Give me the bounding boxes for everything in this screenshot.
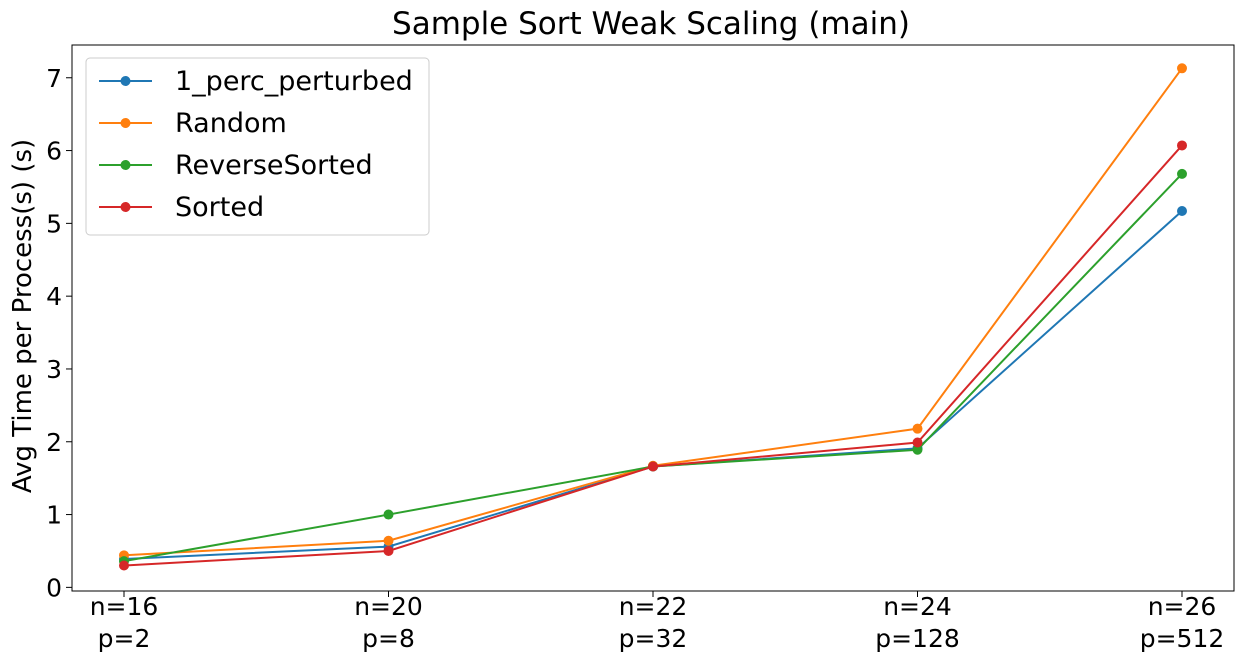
data-point-Random xyxy=(912,423,923,434)
y-tick-label: 5 xyxy=(46,209,62,238)
y-tick-label: 0 xyxy=(46,573,62,602)
data-point-Random xyxy=(1177,63,1187,74)
y-tick-label: 7 xyxy=(46,64,62,93)
data-point-1_perc_perturbed xyxy=(1177,205,1187,216)
plot-frame xyxy=(71,44,1235,592)
x-tick-label: n=24 xyxy=(883,592,952,621)
legend-entry-ReverseSorted: ReverseSorted xyxy=(175,150,373,181)
data-point-ReverseSorted xyxy=(1177,168,1187,179)
x-tick-label: n=20 xyxy=(354,592,423,621)
plot-layer: 0 1 2 3 4 5 6 7 n=16 p=2 n=20 p=8 n=22 p=32 n=24 p=128 n… xyxy=(46,63,1224,653)
x-tick-label: n=16 xyxy=(90,592,159,621)
legend-swatch-marker xyxy=(120,160,131,170)
legend-entry-Sorted: Sorted xyxy=(175,192,264,223)
legend-box xyxy=(85,57,430,236)
y-tick-label: 6 xyxy=(46,137,62,166)
legend-entry-Random: Random xyxy=(175,108,287,139)
legend-swatch-marker xyxy=(120,118,131,128)
legend-swatch-marker xyxy=(120,202,131,212)
y-tick-label: 1 xyxy=(46,501,62,530)
legend-entry-1_perc_perturbed: 1_perc_perturbed xyxy=(175,66,413,97)
y-tick-label: 3 xyxy=(46,355,62,384)
chart-title: Sample Sort Weak Scaling (main) xyxy=(392,6,910,42)
legend: 1_perc_perturbed Random ReverseSorted Sorte… xyxy=(85,57,430,236)
data-point-Sorted xyxy=(912,437,923,448)
data-point-Sorted xyxy=(1177,140,1187,151)
x-tick-label: p=128 xyxy=(875,624,960,653)
data-point-ReverseSorted xyxy=(912,444,923,455)
x-tick-label: p=2 xyxy=(98,624,151,653)
x-tick-label: n=26 xyxy=(1148,592,1217,621)
data-point-Sorted xyxy=(383,545,394,556)
y-tick-label: 2 xyxy=(46,428,62,457)
y-axis-label: Avg Time per Process(s) (s) xyxy=(8,139,38,493)
data-point-Sorted xyxy=(648,461,658,472)
x-tick-label: n=22 xyxy=(619,592,688,621)
x-tick-label: p=32 xyxy=(619,624,688,653)
x-tick-label: p=8 xyxy=(362,624,415,653)
x-tick-label: p=512 xyxy=(1140,624,1225,653)
legend-swatch-marker xyxy=(120,76,131,86)
data-point-Sorted xyxy=(119,560,129,571)
y-tick-label: 4 xyxy=(46,282,62,311)
data-point-ReverseSorted xyxy=(383,509,394,520)
data-point-Random xyxy=(383,535,394,546)
